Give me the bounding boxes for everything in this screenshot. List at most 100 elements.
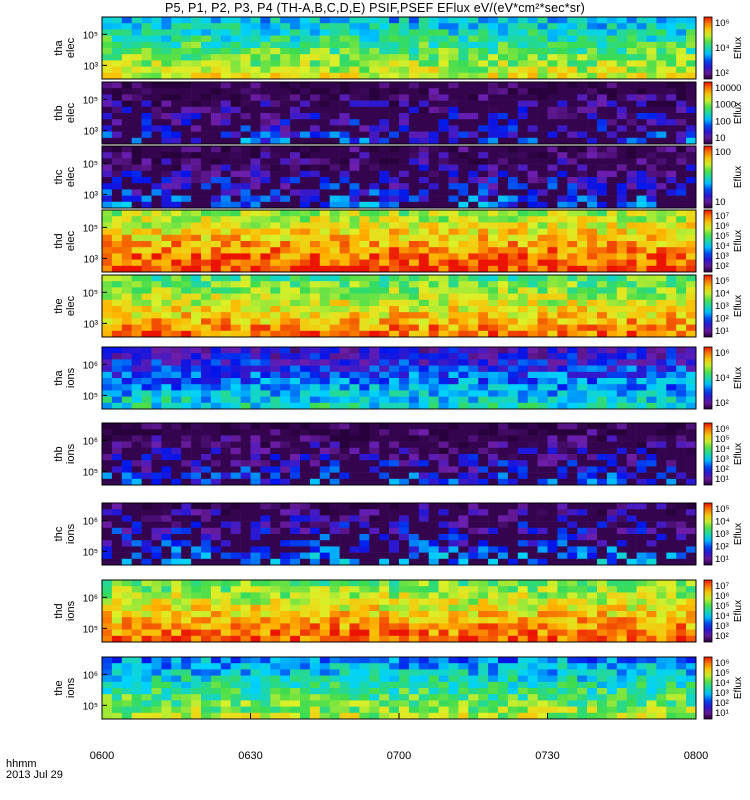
spectrogram-cell [498,234,509,242]
spectrogram-cell [597,137,608,145]
spectrogram-cell [626,275,637,282]
spectrogram-cell [676,478,687,486]
spectrogram-cell [230,546,241,553]
spectrogram-cell [319,164,330,172]
spectrogram-cell [102,402,113,410]
spectrogram-cell [141,131,152,139]
spectrogram-cell [270,460,281,467]
spectrogram-cell [339,558,350,566]
spectrogram-cell [300,183,311,190]
spectrogram-cell [300,177,311,184]
spectrogram-cell [438,402,449,410]
spectrogram-cell [339,177,350,184]
spectrogram-cell [191,164,202,172]
spectrogram-cell [181,265,192,273]
spectrogram-cell [626,210,637,217]
spectrogram-cell [606,222,618,229]
spectrogram-cell [191,353,202,360]
spectrogram-cell [102,48,113,55]
spectrogram-cell [676,521,687,529]
spectrogram-cell [329,472,340,480]
spectrogram-cell [359,137,370,145]
spectrogram-cell [161,580,172,587]
spectrogram-cell [191,359,202,366]
spectrogram-cell [349,100,360,108]
spectrogram-cell [280,253,291,260]
spectrogram-cell [270,527,281,535]
spectrogram-cell [488,23,499,30]
spectrogram-cell [587,306,598,313]
spectrogram-cell [389,540,400,547]
spectrogram-cell [626,396,637,404]
spectrogram-cell [399,113,410,120]
spectrogram-cell [428,365,439,373]
spectrogram-cell [181,275,192,282]
spectrogram-cell [141,299,152,307]
spectrogram-cell [220,423,231,430]
spectrogram-cell [151,478,162,486]
spectrogram-cell [587,131,598,139]
spectrogram-cell [131,521,142,529]
spectrogram-cell [290,540,301,547]
spectrogram-cell [359,113,370,120]
spectrogram-cell [111,234,123,242]
spectrogram-cell [527,228,538,236]
spectrogram-cell [567,216,578,223]
spectrogram-cell [646,183,657,190]
spectrogram-cell [458,390,469,397]
spectrogram-cell [151,253,162,260]
spectrogram-cell [438,119,449,126]
spectrogram-cell [676,113,687,120]
spectrogram-cell [369,330,380,338]
spectrogram-cell [359,216,370,223]
spectrogram-cell [428,247,439,254]
spectrogram-cell [438,454,449,461]
spectrogram-cell [131,441,142,449]
spectrogram-cell [181,216,192,223]
spectrogram-cell [250,466,261,473]
spectrogram-cell [676,429,687,436]
spectrogram-cell [290,521,301,529]
spectrogram-cell [557,72,568,80]
spectrogram-cell [111,137,123,145]
spectrogram-cell [379,137,390,145]
spectrogram-cell [121,460,132,467]
spectrogram-cell [606,478,618,486]
spectrogram-cell [201,509,212,516]
spectrogram-cell [111,371,123,379]
spectrogram-cell [359,454,370,461]
spectrogram-cell [606,275,618,282]
spectrogram-cell [636,460,647,467]
spectrogram-cell [537,558,548,566]
spectrogram-cell [507,384,519,391]
spectrogram-cell [666,106,677,114]
spectrogram-cell [606,429,618,436]
spectrogram-cell [191,29,202,36]
spectrogram-cell [666,353,677,360]
spectrogram-cell [438,100,449,108]
spectrogram-cell [408,521,420,529]
spectrogram-cell [389,201,400,209]
spectrogram-cell [379,177,390,184]
spectrogram-cell [468,429,479,436]
spectrogram-cell [448,287,459,294]
spectrogram-cell [567,275,578,282]
spectrogram-cell [349,275,360,282]
spectrogram-cell [606,521,618,529]
spectrogram-cell [636,306,647,313]
spectrogram-cell [537,146,548,153]
spectrogram-cell [339,546,350,553]
spectrogram-cell [399,353,410,360]
spectrogram-cell [389,41,400,49]
spectrogram-cell [686,82,697,89]
spectrogram-cell [240,216,251,223]
spectrogram-cell [389,228,400,236]
spectrogram-cell [240,265,251,273]
spectrogram-cell [646,201,657,209]
spectrogram-cell [597,41,608,49]
spectrogram-cell [220,228,231,236]
spectrogram-cell [319,210,330,217]
spectrogram-cell [399,66,410,74]
spectrogram-cell [151,152,162,159]
spectrogram-cell [201,41,212,49]
